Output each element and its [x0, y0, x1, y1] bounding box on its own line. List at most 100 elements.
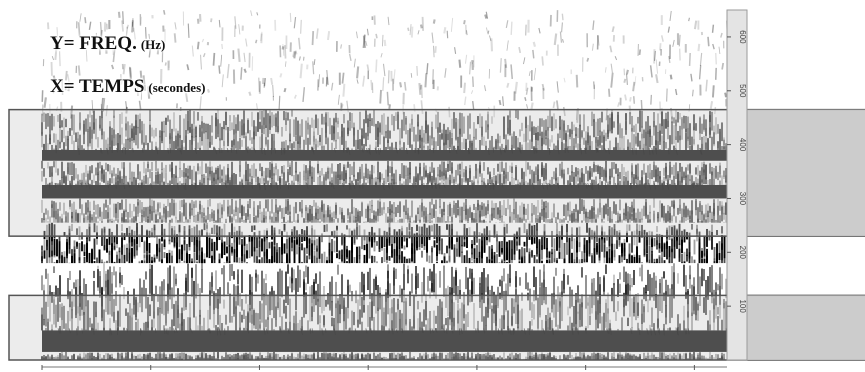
band-edge-mark	[587, 182, 590, 188]
band-edge-mark	[209, 328, 212, 334]
band-edge-mark	[503, 147, 507, 153]
band-edge-mark	[699, 147, 702, 155]
band-edge-mark	[324, 328, 327, 333]
band-edge-mark	[676, 328, 680, 336]
band-edge-mark	[81, 328, 84, 334]
band-edge-mark	[333, 147, 337, 153]
band-fill	[42, 185, 727, 199]
band-edge-mark	[68, 328, 71, 334]
band-edge-mark	[137, 182, 140, 189]
band-edge-mark	[274, 147, 277, 154]
band-edge-mark	[286, 328, 290, 334]
band-edge-mark	[368, 147, 371, 155]
band-edge-mark	[226, 147, 229, 153]
band-edge-mark	[54, 182, 57, 188]
band-edge-mark	[442, 182, 446, 189]
band-edge-mark	[208, 328, 211, 334]
intensity-band-8	[41, 109, 727, 150]
band-edge-mark	[583, 147, 587, 154]
band-edge-mark	[387, 182, 391, 189]
band-edge-mark	[542, 328, 546, 335]
band-edge-mark	[570, 182, 572, 188]
band-edge-mark	[172, 328, 176, 334]
band-edge-mark	[265, 328, 269, 334]
intensity-band-3	[41, 222, 726, 264]
band-edge-mark	[646, 328, 649, 335]
band-edge-mark	[80, 182, 83, 188]
band-edge-mark	[596, 147, 599, 153]
intensity-band-5	[42, 182, 727, 199]
band-edge-mark	[406, 147, 408, 154]
band-fill	[42, 330, 727, 352]
band-edge-mark	[126, 328, 129, 333]
band-edge-mark	[354, 328, 357, 333]
band-edge-mark	[607, 147, 611, 155]
band-edge-mark	[218, 328, 222, 336]
band-edge-mark	[57, 328, 61, 334]
band-edge-mark	[614, 182, 618, 189]
band-edge-mark	[638, 328, 641, 336]
band-edge-mark	[577, 328, 579, 335]
band-edge-mark	[76, 328, 78, 336]
band-edge-mark	[132, 147, 134, 153]
band-edge-mark	[460, 328, 463, 335]
band-edge-mark	[684, 328, 687, 335]
band-edge-mark	[140, 328, 143, 334]
band-edge-mark	[258, 182, 261, 189]
band-edge-mark	[149, 182, 153, 189]
band-edge-mark	[541, 182, 545, 190]
band-edge-mark	[264, 182, 266, 191]
band-edge-mark	[445, 328, 448, 334]
band-edge-mark	[650, 328, 653, 336]
band-edge-mark	[395, 328, 398, 333]
band-edge-mark	[546, 182, 549, 190]
band-edge-mark	[370, 328, 373, 334]
band-edge-mark	[218, 147, 221, 154]
band-edge-mark	[666, 182, 670, 190]
band-edge-mark	[115, 147, 118, 153]
band-edge-mark	[674, 182, 677, 191]
band-edge-mark	[321, 328, 324, 336]
band-edge-mark	[78, 147, 80, 156]
band-edge-mark	[657, 328, 660, 334]
band-edge-mark	[487, 147, 490, 156]
band-edge-mark	[631, 147, 634, 155]
band-edge-mark	[306, 182, 309, 189]
band-edge-mark	[260, 147, 263, 154]
band-edge-mark	[548, 182, 551, 188]
band-edge-mark	[183, 182, 185, 190]
band-edge-mark	[523, 328, 526, 335]
band-edge-mark	[381, 182, 385, 191]
band-edge-mark	[431, 328, 435, 333]
band-edge-mark	[276, 182, 278, 190]
band-edge-mark	[685, 328, 688, 334]
band-edge-mark	[492, 182, 495, 190]
band-edge-mark	[589, 182, 593, 190]
band-edge-mark	[630, 328, 633, 334]
band-edge-mark	[432, 147, 435, 154]
band-edge-mark	[300, 328, 304, 336]
intensity-band-4	[41, 198, 727, 223]
band-edge-mark	[493, 182, 496, 188]
band-edge-mark	[156, 147, 159, 155]
band-edge-mark	[497, 328, 500, 335]
band-edge-mark	[642, 147, 645, 155]
band-edge-mark	[176, 182, 179, 190]
band-edge-mark	[603, 147, 607, 153]
band-edge-mark	[667, 147, 670, 155]
band-edge-mark	[604, 182, 607, 189]
band-edge-mark	[263, 147, 266, 156]
band-edge-mark	[585, 182, 588, 189]
intensity-band-2	[41, 263, 727, 331]
band-edge-mark	[100, 147, 103, 154]
band-edge-mark	[366, 147, 368, 153]
band-edge-mark	[454, 147, 458, 154]
band-edge-mark	[190, 328, 193, 334]
band-edge-mark	[165, 328, 168, 335]
band-edge-mark	[509, 328, 512, 335]
band-edge-mark	[651, 147, 654, 155]
band-edge-mark	[84, 182, 88, 188]
band-edge-mark	[352, 182, 356, 190]
band-edge-mark	[288, 182, 292, 190]
